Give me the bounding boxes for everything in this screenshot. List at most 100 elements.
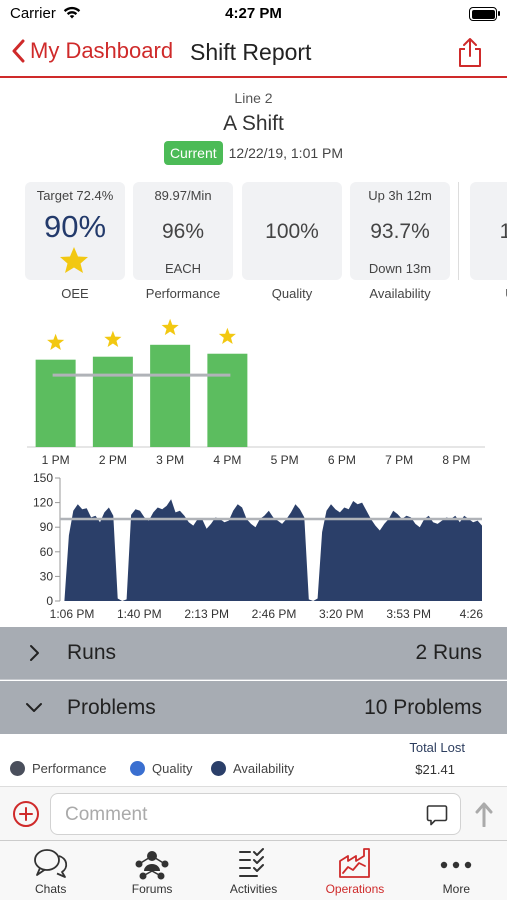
x-tick-label: 3:20 PM	[319, 607, 364, 621]
comment-field[interactable]	[50, 793, 461, 835]
y-tick-label: 60	[40, 545, 54, 559]
problems-row[interactable]: Problems 10 Problems	[0, 681, 507, 734]
legend-quality: Quality	[130, 761, 192, 776]
hourly-oee-chart[interactable]: 1 PM 2 PM 3 PM 4 PM 5 PM 6 PM 7 PM 8 PM	[0, 318, 507, 468]
performance-rate: 89.97/Min	[154, 188, 212, 203]
bar[interactable]	[92, 356, 133, 447]
legend-label: Availability	[233, 761, 295, 776]
star-icon	[104, 330, 122, 347]
legend-performance: Performance	[10, 761, 106, 776]
tab-operations[interactable]: Operations	[304, 841, 405, 900]
legend-dot	[211, 761, 226, 776]
shift-title: A Shift	[223, 112, 284, 135]
availability-value: 93.7%	[370, 220, 430, 243]
x-tick-label: 6 PM	[328, 453, 356, 467]
send-arrow-icon[interactable]	[475, 801, 493, 827]
status-bar: Carrier 4:27 PM	[0, 0, 507, 30]
tab-forums[interactable]: Forums	[101, 841, 202, 900]
navigation-bar: My Dashboard Shift Report	[0, 30, 507, 78]
carrier-label: Carrier	[10, 5, 56, 22]
back-button[interactable]: My Dashboard	[12, 38, 173, 64]
people-network-icon	[135, 851, 169, 880]
more-dots-icon	[441, 861, 472, 869]
x-tick-label: 4 PM	[213, 453, 241, 467]
x-tick-label: 3:53 PM	[386, 607, 431, 621]
quality-label: Quality	[271, 286, 313, 301]
units-value: 18,5	[499, 220, 507, 243]
x-tick-label: 7 PM	[385, 453, 413, 467]
units-top: 1	[470, 188, 507, 203]
bar[interactable]	[207, 353, 248, 447]
downtime: Down 13m	[368, 261, 432, 276]
tab-label: More	[442, 882, 470, 896]
units-label: Units	[470, 286, 507, 301]
star-icon	[161, 318, 179, 336]
performance-value: 96%	[161, 220, 205, 243]
problems-label: Problems	[67, 695, 156, 719]
status-badge: Current	[163, 141, 223, 165]
oee-value: 90%	[43, 209, 107, 244]
y-tick-label: 90	[40, 520, 54, 534]
share-icon[interactable]	[457, 36, 483, 68]
y-tick-label: 120	[33, 496, 53, 510]
shift-datetime: 12/22/19, 1:01 PM	[228, 145, 344, 161]
total-lost-value: $21.41	[415, 762, 455, 777]
quality-value: 100%	[265, 220, 319, 243]
x-tick-label: 4:26	[460, 607, 484, 621]
bar[interactable]	[35, 359, 76, 447]
legend-dot	[130, 761, 145, 776]
comment-input[interactable]	[65, 802, 405, 828]
metric-cards[interactable]: Target 72.4% 90% OEE 89.97/Min 96% EACH …	[25, 182, 507, 302]
tab-activities[interactable]: Activities	[203, 841, 304, 900]
legend-availability: Availability	[211, 761, 294, 776]
x-tick-label: 2 PM	[99, 453, 127, 467]
performance-unit: EACH	[164, 261, 202, 276]
x-tick-label: 2:46 PM	[252, 607, 297, 621]
add-circle-icon[interactable]	[12, 800, 40, 828]
uptime: Up 3h 12m	[368, 188, 432, 203]
line-label: Line 2	[234, 90, 273, 106]
problems-count: 10 Problems	[364, 695, 482, 719]
tab-more[interactable]: More	[406, 841, 507, 900]
bar[interactable]	[150, 344, 191, 447]
chevron-right-icon	[30, 645, 39, 661]
chat-bubbles-icon	[33, 849, 67, 878]
total-lost-label: Total Lost	[409, 740, 465, 755]
x-tick-label: 1 PM	[42, 453, 70, 467]
quality-card[interactable]: 100% Quality	[242, 182, 342, 301]
speech-bubble-icon[interactable]	[426, 804, 448, 826]
availability-label: Availability	[369, 286, 431, 301]
chevron-left-icon	[12, 39, 25, 63]
tab-chats[interactable]: Chats	[0, 841, 101, 900]
units-card[interactable]: 1 18,5 Units	[470, 182, 507, 301]
page-title: Shift Report	[190, 39, 312, 65]
tab-label: Activities	[229, 882, 278, 896]
shift-status-row: Current 12/22/19, 1:01 PM	[0, 141, 507, 165]
tab-bar: Chats Forums Activities Operations	[0, 840, 507, 900]
oee-target: Target 72.4%	[36, 188, 114, 203]
star-icon	[218, 327, 236, 344]
loss-legend: Performance Quality Availability Total L…	[0, 734, 507, 786]
clock: 4:27 PM	[225, 5, 282, 22]
oee-card[interactable]: Target 72.4% 90% OEE	[25, 182, 125, 301]
comment-bar	[0, 786, 507, 840]
factory-chart-icon	[339, 848, 370, 878]
tab-label: Operations	[325, 882, 385, 896]
legend-label: Performance	[32, 761, 107, 776]
availability-area-chart[interactable]: 0 30 60 90 120 150 1:06 PM 1:40 PM 2:13 PM 2:46 P…	[0, 470, 507, 627]
runs-row[interactable]: Runs 2 Runs	[0, 627, 507, 680]
availability-card[interactable]: Up 3h 12m 93.7% Down 13m Availability	[350, 182, 450, 301]
availability-area	[60, 499, 482, 601]
runs-label: Runs	[67, 641, 117, 664]
checklist-icon	[238, 848, 264, 877]
x-tick-label: 3 PM	[156, 453, 184, 467]
x-tick-label: 5 PM	[271, 453, 299, 467]
star-icon	[47, 333, 65, 350]
battery-icon	[469, 7, 500, 21]
star-icon	[60, 247, 88, 273]
performance-label: Performance	[145, 286, 221, 301]
performance-card[interactable]: 89.97/Min 96% EACH Performance	[133, 182, 233, 301]
legend-label: Quality	[152, 761, 193, 776]
runs-count: 2 Runs	[415, 641, 482, 664]
legend-dot	[10, 761, 25, 776]
